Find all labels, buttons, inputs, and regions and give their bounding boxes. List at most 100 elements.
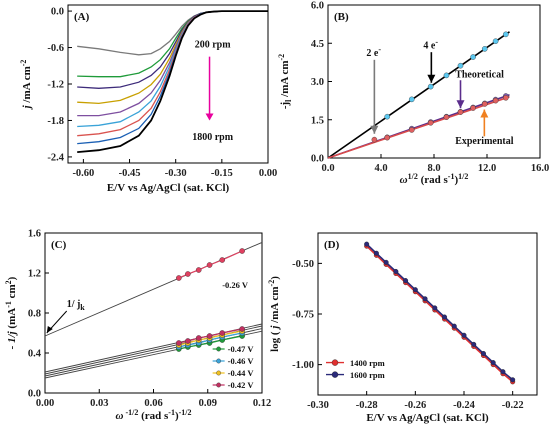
- panel-a-ytick-label: -1.8: [47, 116, 64, 127]
- panel-b-ytick-label: 6.0: [311, 1, 324, 12]
- panel-c-ylabel: - 1/j (mA-1 cm2): [4, 276, 18, 349]
- panel-c-legend-marker: [216, 382, 222, 388]
- panel-b-arrow-4e-head: [427, 74, 436, 83]
- panel-a-xtick-label: -0.60: [72, 168, 94, 179]
- panel-c-data-point: [195, 267, 202, 273]
- panel-c-data-point: [176, 275, 182, 281]
- panel-d-data-point: [471, 341, 477, 347]
- panel-c-data-point: [195, 335, 202, 341]
- panel-a-panel-label: (A): [74, 11, 90, 23]
- panel-c-data-point: [185, 271, 191, 277]
- panel-d-legend-marker: [331, 359, 339, 366]
- panel-a-xtick-label: 0.00: [259, 168, 277, 179]
- panel-a-annotation-top: 200 rpm: [195, 40, 232, 51]
- panel-b-data-point: [384, 113, 391, 120]
- panel-d-xtick-label: -0.22: [502, 400, 524, 411]
- panel-b-fit-line: [327, 31, 510, 159]
- panel-b-xtick-label: 16.0: [531, 163, 549, 174]
- panel-b-data-point: [492, 38, 499, 45]
- panel-c-legend-marker: [216, 358, 222, 364]
- panel-b-fit-line: [327, 96, 510, 159]
- panel-a-ytick-label: -1.2: [47, 80, 64, 91]
- panel-a-ytick-label: 0.0: [51, 7, 64, 18]
- panel-c-xtick-label: 0.00: [36, 398, 54, 409]
- panel-c-xtick-label: 0.09: [199, 398, 217, 409]
- panel-c-intercept-label: 1/ jk: [67, 299, 86, 312]
- panel-b-xtick-label: 4.0: [374, 163, 387, 174]
- panel-d-ytick-label: -0.75: [292, 310, 314, 321]
- panel-a-series-line: [77, 10, 268, 137]
- panel-c-ytick-label: 1.6: [28, 229, 41, 240]
- panel-d-data-point: [393, 268, 399, 274]
- panel-a-ylabel: j /mA cm-2: [19, 60, 33, 111]
- panel-c-xtick-label: 0.12: [253, 398, 271, 409]
- panel-c-legend-marker: [216, 346, 222, 352]
- panel-d-data-point: [383, 259, 389, 265]
- panel-d-legend-label: 1600 rpm: [350, 370, 385, 380]
- panel-d-ylabel: log ( j /mA cm-2): [267, 276, 281, 352]
- panel-b-label-4e: 4 e-: [423, 37, 438, 51]
- panel-b-ylabel: -jl /mA cm-2: [277, 54, 293, 109]
- panel-c-data-point: [239, 248, 245, 254]
- panel-b-data-point: [503, 31, 509, 38]
- panel-a-ytick-label: -0.6: [47, 43, 64, 54]
- panel-b-data-point: [427, 120, 434, 126]
- panel-b-panel-label: (B): [334, 11, 349, 23]
- panel-b-data-point: [481, 101, 488, 107]
- panel-d: -0.30 -0.28 -0.26 -0.24 -0.22 -0.50 -0.75 -1.00…: [267, 232, 538, 424]
- panel-c-data-point: [206, 262, 213, 268]
- panel-b-data-point: [457, 109, 464, 115]
- panel-c-legend-label: -0.46 V: [228, 356, 255, 366]
- panel-a-plot-frame: [67, 4, 269, 164]
- panel-d-series-line: [366, 243, 514, 381]
- panel-c-legend-label: -0.42 V: [228, 380, 255, 390]
- panel-c-panel-label: (C): [51, 239, 67, 251]
- panel-b-data-point: [443, 114, 450, 120]
- panel-d-data-point: [412, 287, 418, 293]
- panel-d-data-point: [403, 278, 409, 284]
- panel-b-xlabel: ω1/2 (rad s-1)1/2: [400, 172, 469, 186]
- panel-c-legend-label: -0.47 V: [228, 344, 255, 354]
- panel-d-data-point: [490, 360, 496, 366]
- panel-b-ytick-label: 1.5: [311, 115, 324, 126]
- panel-c-ytick-label: 1.2: [28, 269, 41, 280]
- panel-d-xtick-label: -0.30: [307, 400, 329, 411]
- panel-b-data-point: [457, 62, 464, 69]
- panel-d-panel-label: (D): [324, 239, 340, 251]
- panel-a-arrow-head: [205, 113, 214, 121]
- panel-b-xtick-label: 8.0: [427, 163, 440, 174]
- panel-c-data-point: [239, 326, 245, 332]
- panel-b-data-point: [408, 127, 415, 133]
- panel-b-data-point: [443, 72, 450, 79]
- panel-b-arrow-experimental-head: [480, 109, 489, 118]
- panel-a-xtick-label: -0.45: [119, 168, 141, 179]
- panel-a-xtick-label: -0.15: [211, 168, 233, 179]
- panel-a: -0.60 -0.45 -0.30 -0.15 0.00 0.0 -0.6 -1.2 -1.8 -…: [19, 4, 277, 194]
- panel-c: 0.00 0.03 0.06 0.09 0.12 0.0 0.4 0.8 1.2 1.6 (C) -0…: [4, 229, 271, 423]
- panel-d-data-point: [480, 350, 486, 356]
- panel-c-xlabel: ω -1/2 (rad s-1)-1/2: [115, 408, 191, 422]
- panel-d-ytick-label: -1.00: [292, 360, 314, 371]
- panel-b-label-theoretical: Theoretical: [455, 70, 504, 81]
- panel-d-data-point: [432, 305, 438, 311]
- panel-b-arrow-theoretical-head: [456, 100, 465, 109]
- panel-a-xlabel: E/V vs Ag/AgCl (sat. KCl): [107, 182, 230, 194]
- panel-b-ytick-label: 0.0: [311, 154, 324, 165]
- panel-a-annotation-bottom: 1800 rpm: [192, 132, 234, 143]
- panel-c-data-point: [185, 338, 191, 344]
- panel-b-data-point: [408, 96, 415, 103]
- panel-d-xtick-label: -0.26: [404, 400, 426, 411]
- panel-d-xtick-label: -0.24: [453, 400, 476, 411]
- panel-c-intercept-arrow-head: [46, 326, 53, 333]
- panel-d-data-point: [422, 296, 428, 302]
- panel-d-series-line: [366, 245, 514, 383]
- panel-d-data-point: [364, 241, 370, 247]
- panel-b-label-2e: 2 e-: [366, 45, 381, 59]
- panel-b-data-point: [371, 136, 378, 143]
- panel-c-ytick-label: 0.8: [28, 309, 41, 320]
- panel-d-data-point: [461, 332, 467, 338]
- panel-d-legend-label: 1400 rpm: [350, 358, 385, 368]
- panel-c-label-top-series: -0.26 V: [222, 280, 249, 290]
- panel-d-data-point: [510, 377, 516, 383]
